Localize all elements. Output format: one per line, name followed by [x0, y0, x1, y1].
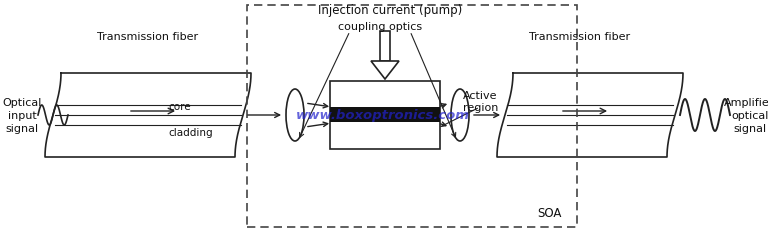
Bar	[247, 6, 577, 227]
Text: www.boxoptronics.com: www.boxoptronics.com	[296, 109, 470, 122]
Polygon shape	[45, 74, 251, 157]
Bar	[330, 82, 440, 149]
Bar	[380, 32, 390, 62]
Text: Transmission fiber: Transmission fiber	[98, 32, 199, 42]
Bar	[330, 108, 440, 122]
Text: Amplified
optical
signal: Amplified optical signal	[723, 97, 768, 134]
Text: Active
region: Active region	[463, 90, 498, 113]
Polygon shape	[497, 74, 683, 157]
Text: coupling optics: coupling optics	[338, 22, 422, 32]
Text: cladding: cladding	[168, 128, 213, 137]
Text: Transmission fiber: Transmission fiber	[529, 32, 631, 42]
Polygon shape	[371, 62, 399, 80]
Text: SOA: SOA	[538, 206, 562, 219]
Text: core: core	[168, 102, 190, 112]
Text: Injection current (pump): Injection current (pump)	[318, 4, 462, 17]
Text: Optical
input
signal: Optical input signal	[2, 97, 41, 134]
